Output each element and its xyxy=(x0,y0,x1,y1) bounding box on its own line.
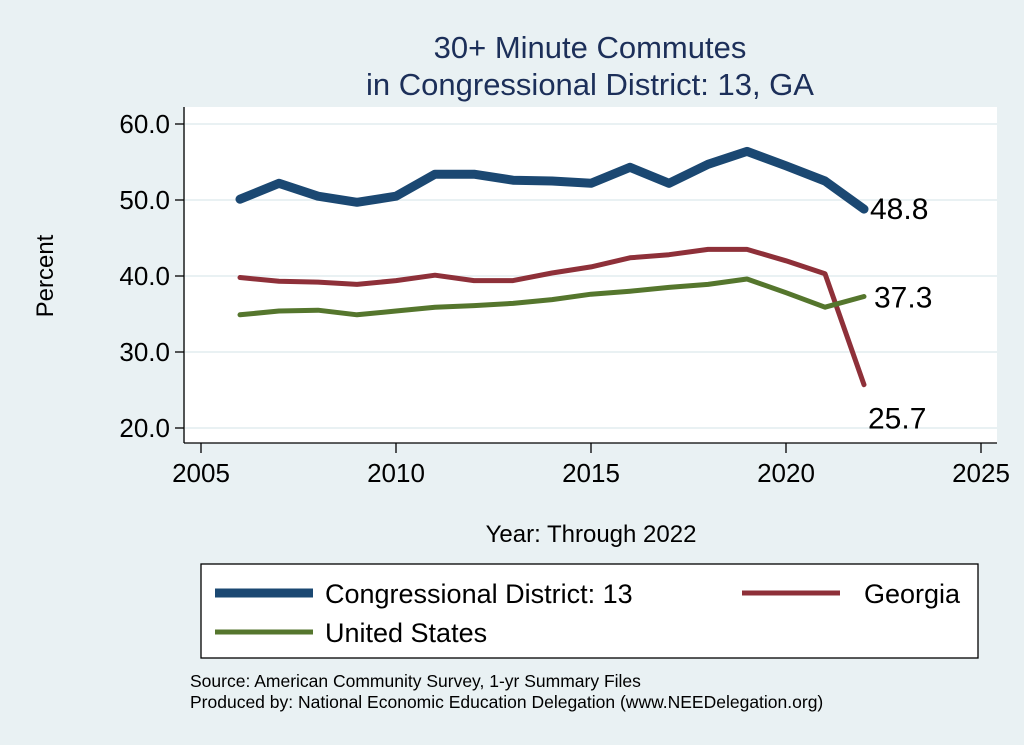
series-line-georgia xyxy=(237,246,867,388)
series-layer xyxy=(235,146,869,388)
y-tick-label: 30.0 xyxy=(119,337,170,367)
x-axis-title: Year: Through 2022 xyxy=(486,521,697,548)
y-tick-label: 40.0 xyxy=(119,261,170,291)
x-tick-label: 2010 xyxy=(367,458,425,488)
legend-label-us: United States xyxy=(325,618,487,648)
x-axis-ticks: 2005 2010 2015 2020 2025 xyxy=(172,443,1010,488)
series-line-united-states xyxy=(237,276,867,318)
legend-label-district: Congressional District: 13 xyxy=(325,579,633,609)
x-tick-label: 2020 xyxy=(757,458,815,488)
producer-note: Produced by: National Economic Education… xyxy=(190,692,823,712)
y-tick-label: 20.0 xyxy=(119,413,170,443)
legend-label-georgia: Georgia xyxy=(864,579,961,609)
chart-title-line-1: 30+ Minute Commutes xyxy=(434,30,747,65)
y-axis-ticks: 20.0 30.0 40.0 50.0 60.0 xyxy=(119,109,184,443)
end-value-label: 48.8 xyxy=(870,193,928,226)
y-tick-label: 50.0 xyxy=(119,185,170,215)
source-note: Source: American Community Survey, 1-yr … xyxy=(190,671,641,691)
x-tick-label: 2025 xyxy=(952,458,1010,488)
x-tick-label: 2005 xyxy=(172,458,230,488)
end-value-label: 25.7 xyxy=(868,403,926,436)
chart-title-line-2: in Congressional District: 13, GA xyxy=(366,67,814,102)
end-labels: 48.8 25.7 37.3 xyxy=(868,193,932,436)
end-value-label: 37.3 xyxy=(874,282,932,315)
legend: Congressional District: 13 Georgia Unite… xyxy=(200,563,979,659)
legend-box xyxy=(200,563,979,659)
x-tick-label: 2015 xyxy=(562,458,620,488)
y-axis-title: Percent xyxy=(32,234,59,317)
y-tick-label: 60.0 xyxy=(119,109,170,139)
